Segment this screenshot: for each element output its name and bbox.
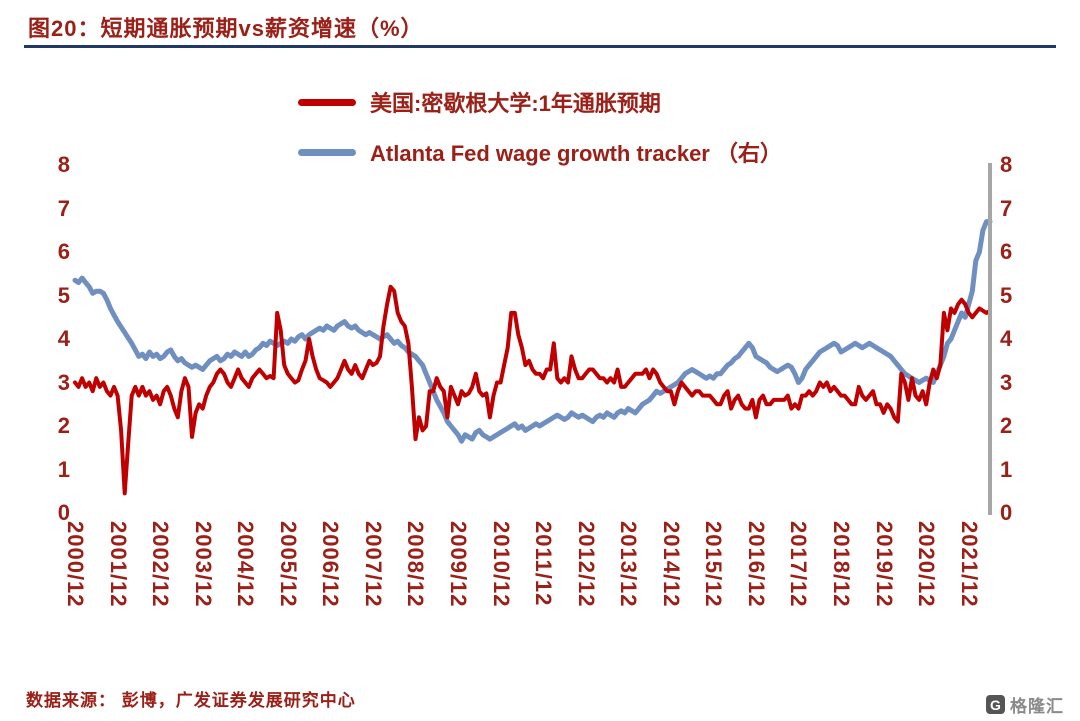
gelonghui-logo-text: 格隆汇 bbox=[1010, 697, 1064, 716]
x-tick-label: 2014/12 bbox=[658, 521, 684, 608]
x-tick-label: 2010/12 bbox=[488, 521, 514, 608]
x-tick-label: 2012/12 bbox=[573, 521, 599, 608]
right-y-tick-label: 6 bbox=[1000, 239, 1013, 264]
michigan-inflation-expectation-line bbox=[73, 284, 992, 496]
x-tick-label: 2005/12 bbox=[275, 521, 301, 608]
x-tick-label: 2021/12 bbox=[956, 521, 982, 608]
legend-items: 美国:密歇根大学:1年通胀预期 Atlanta Fed wage growth … bbox=[298, 86, 782, 168]
data-source: 数据来源： 彭博，广发证券发展研究中心 bbox=[26, 691, 356, 710]
x-tick-label: 2016/12 bbox=[743, 521, 769, 608]
x-tick-label: 2001/12 bbox=[105, 521, 131, 608]
x-tick-label: 2020/12 bbox=[914, 521, 940, 608]
gelonghui-logo-icon: G bbox=[986, 695, 1005, 714]
figure-title: 图20：短期通胀预期vs薪资增速（%） bbox=[28, 16, 424, 41]
legend-item-inflation: 美国:密歇根大学:1年通胀预期 bbox=[298, 86, 661, 118]
legend-item-wage: Atlanta Fed wage growth tracker （右） bbox=[298, 136, 782, 168]
right-y-tick-label: 7 bbox=[1000, 195, 1013, 221]
right-y-tick-label: 4 bbox=[1000, 326, 1013, 351]
x-tick-label: 2013/12 bbox=[616, 521, 642, 608]
legend-label-inflation: 美国:密歇根大学:1年通胀预期 bbox=[370, 91, 661, 116]
x-tick-label: 2019/12 bbox=[871, 521, 897, 608]
x-tick-label: 2017/12 bbox=[786, 521, 812, 608]
left-y-tick-label: 5 bbox=[57, 282, 70, 308]
x-tick-label: 2018/12 bbox=[829, 521, 855, 608]
atlanta-fed-wage-growth-line bbox=[72, 219, 993, 444]
x-tick-label: 2004/12 bbox=[233, 521, 259, 608]
left-y-tick-label: 4 bbox=[57, 326, 70, 351]
left-y-tick-label: 8 bbox=[57, 152, 70, 177]
right-y-tick-label: 8 bbox=[1000, 152, 1013, 177]
x-tick-label: 2011/12 bbox=[531, 521, 557, 607]
chart-legend: 美国:密歇根大学:1年通胀预期 Atlanta Fed wage growth … bbox=[0, 86, 1080, 168]
x-tick-label: 2006/12 bbox=[318, 521, 344, 608]
x-tick-label: 2009/12 bbox=[446, 521, 472, 608]
line-chart bbox=[72, 219, 993, 496]
x-tick-label: 2003/12 bbox=[190, 521, 216, 608]
right-axis-line bbox=[988, 163, 992, 515]
x-tick-label: 2000/12 bbox=[63, 521, 88, 608]
left-y-tick-label: 0 bbox=[57, 500, 70, 525]
left-y-tick-label: 2 bbox=[57, 413, 70, 438]
right-y-tick-label: 5 bbox=[1000, 282, 1013, 308]
x-tick-label: 2008/12 bbox=[403, 521, 429, 608]
right-y-tick-label: 3 bbox=[1000, 369, 1013, 395]
x-tick-label: 2002/12 bbox=[148, 521, 174, 608]
left-y-tick-label: 3 bbox=[57, 369, 70, 395]
right-y-tick-label: 2 bbox=[1000, 413, 1013, 438]
left-y-tick-label: 6 bbox=[57, 239, 70, 264]
right-y-tick-label: 1 bbox=[1000, 456, 1013, 482]
title-underline bbox=[24, 45, 1056, 48]
gelonghui-logo: G 格隆汇 bbox=[986, 692, 1064, 717]
x-tick-label: 2007/12 bbox=[360, 521, 386, 608]
blue-line-swatch bbox=[298, 148, 357, 156]
left-y-tick-label: 1 bbox=[57, 456, 70, 482]
red-line-swatch bbox=[298, 98, 357, 106]
left-y-tick-label: 7 bbox=[57, 195, 70, 221]
right-y-tick-label: 0 bbox=[1000, 500, 1013, 525]
legend-label-wage: Atlanta Fed wage growth tracker （右） bbox=[370, 141, 782, 166]
x-tick-label: 2015/12 bbox=[701, 521, 727, 608]
